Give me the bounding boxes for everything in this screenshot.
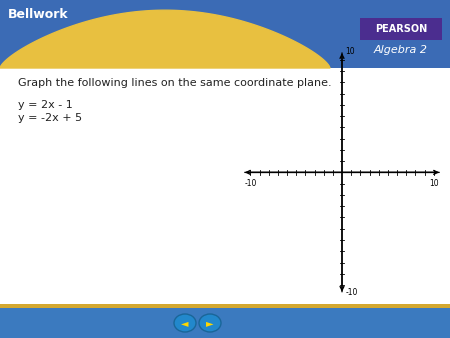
Text: Algebra 2: Algebra 2 <box>374 45 428 55</box>
Text: -10: -10 <box>345 288 358 297</box>
Text: 10: 10 <box>345 47 355 56</box>
Bar <box>0 308 450 338</box>
Bar <box>0 304 450 308</box>
Text: y = 2x - 1: y = 2x - 1 <box>18 100 73 110</box>
Text: Bellwork: Bellwork <box>8 8 68 21</box>
Polygon shape <box>0 10 330 68</box>
Text: ◄: ◄ <box>181 318 189 328</box>
Text: ►: ► <box>206 318 214 328</box>
Text: -10: -10 <box>244 179 256 188</box>
Bar <box>0 0 450 68</box>
Ellipse shape <box>199 314 221 332</box>
Ellipse shape <box>174 314 196 332</box>
Text: y = -2x + 5: y = -2x + 5 <box>18 113 82 123</box>
Bar <box>0 68 450 304</box>
Text: Graph the following lines on the same coordinate plane.: Graph the following lines on the same co… <box>18 78 332 88</box>
Bar <box>360 18 442 40</box>
Text: 10: 10 <box>429 179 438 188</box>
Text: PEARSON: PEARSON <box>375 24 427 34</box>
